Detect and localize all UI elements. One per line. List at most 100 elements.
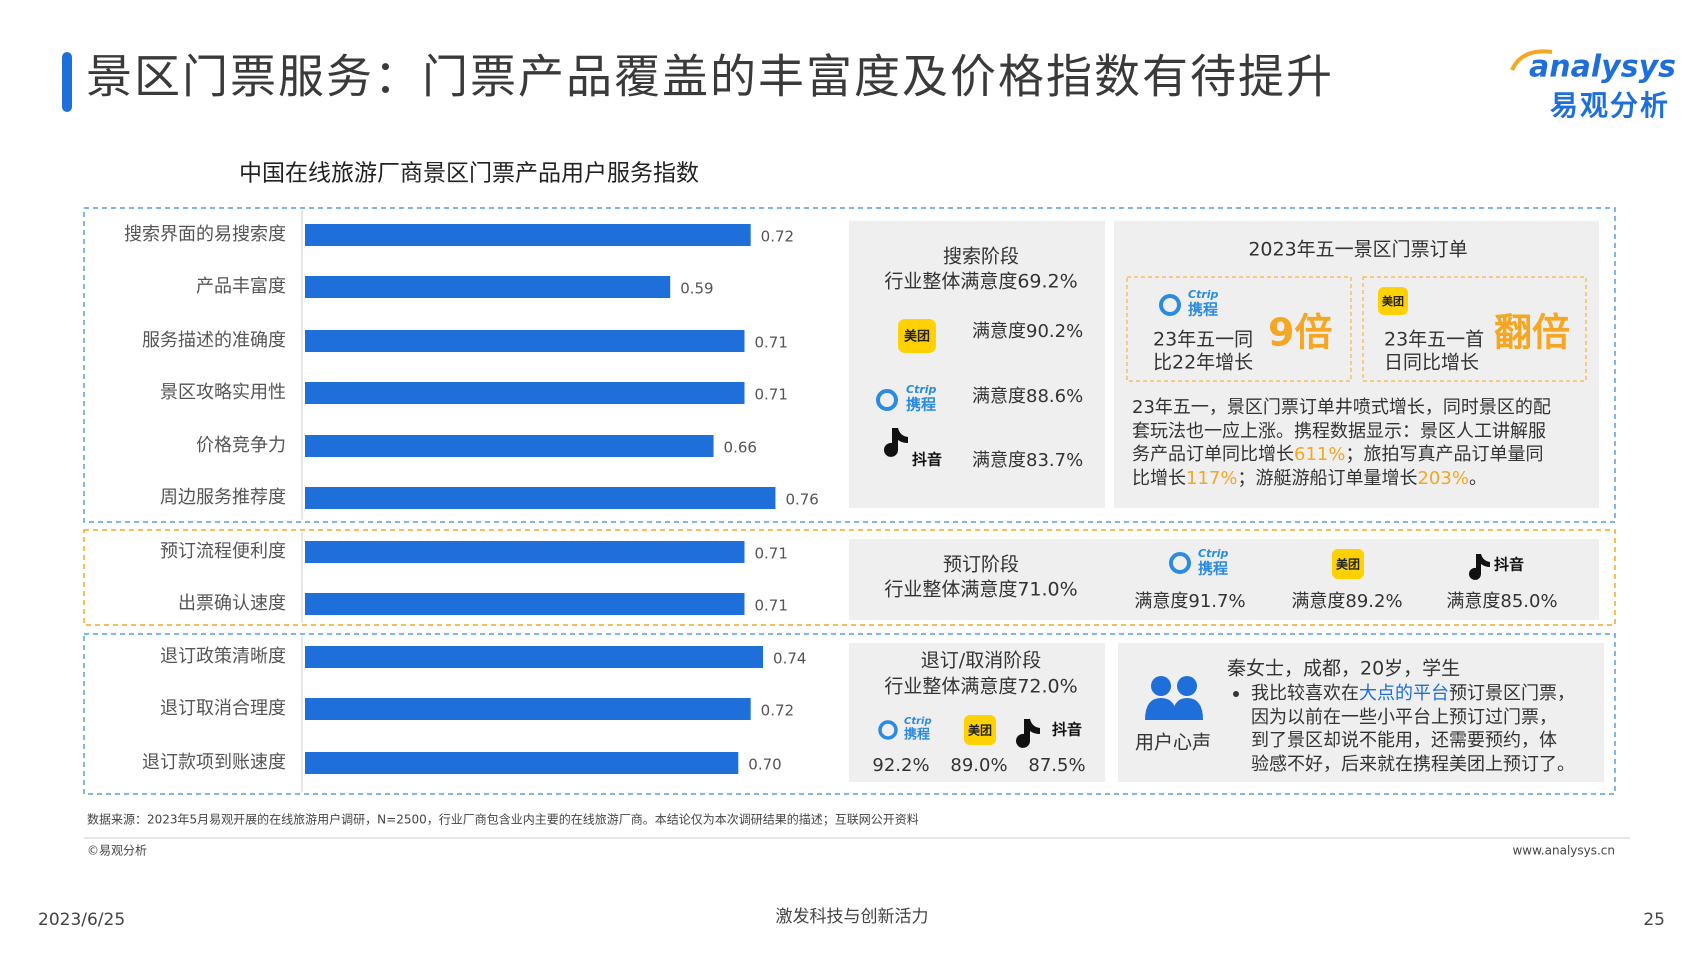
stage-title: 搜索阶段 [943,246,1019,268]
category-label: 价格竞争力 [196,435,286,456]
slide-title: 景区门票服务：门票产品覆盖的丰富度及价格指数有待提升 [86,50,1334,104]
card-text: 日同比增长 [1384,352,1479,374]
card [1126,276,1352,382]
logo-text: 携程 [904,727,930,743]
quote-line: 我比较喜欢在大点的平台预订景区门票， [1251,683,1575,704]
value-label: 0.71 [754,386,787,404]
text-segment: ；游艇游船订单量增长 [1237,468,1417,489]
card-text: 比22年增长 [1153,352,1253,374]
satisfaction: 满意度90.2% [972,321,1083,342]
text-segment: 务产品订单同比增长 [1132,444,1294,465]
satisfaction: 89.0% [950,755,1007,776]
page-number: 25 [1643,910,1665,930]
bar [305,330,745,352]
card-text: 23年五一同 [1153,329,1253,351]
meituan-logo [964,715,996,745]
satisfaction: 满意度88.6% [972,386,1083,407]
panel [849,643,1105,782]
text-segment: 。 [1469,468,1487,489]
category-label: 退订取消合理度 [160,698,286,719]
value-label: 0.71 [754,597,787,615]
category-label: 退订款项到账速度 [142,752,286,773]
value-label: 0.66 [724,439,757,457]
text-segment: 117% [1186,468,1237,489]
logo-text: Ctrip [906,383,937,396]
stage-overall: 行业整体满意度71.0% [884,579,1077,601]
paragraph-line: 比增长117%；游艇游船订单量增长203%。 [1132,468,1487,489]
logo-text: Ctrip [1198,547,1229,560]
section-frame [83,529,1616,626]
logo-text: 美团 [1336,557,1360,572]
douyin-logo [1016,719,1040,748]
quote-line: 验感不好，后来就在携程美团上预订了。 [1251,754,1575,775]
logo-text: 美团 [968,723,992,738]
category-label: 产品丰富度 [196,276,286,297]
logo-text: Ctrip [1188,288,1219,301]
bullet [1233,691,1239,697]
stage-title: 退订/取消阶段 [921,650,1041,672]
logo-text: 美团 [1382,294,1404,308]
value-label: 0.71 [754,545,787,563]
logo-text: 携程 [1188,301,1218,319]
quote-line: 因为以前在一些小平台上预订过门票， [1251,707,1557,728]
meituan-logo [898,319,936,353]
card-highlight: 9倍 [1268,311,1332,355]
text-segment: 大点的平台 [1359,683,1449,704]
paragraph-line: 23年五一，景区门票订单井喷式增长，同时景区的配 [1132,397,1551,418]
logo-cn: 易观分析 [1550,89,1670,122]
quote-line: 到了景区却说不能用，还需要预约，体 [1251,730,1557,751]
section-frame [83,633,1616,795]
value-label: 0.71 [754,334,787,352]
logo-text: 抖音 [1052,721,1082,739]
person: 秦女士，成都，20岁，学生 [1227,658,1460,680]
douyin-logo [884,428,908,457]
category-label: 周边服务推荐度 [160,487,286,508]
bar [305,487,776,509]
text-segment: 因为以前在一些小平台上预订过门票， [1251,707,1557,728]
category-label: 退订政策清晰度 [160,646,286,667]
satisfaction: 92.2% [872,755,929,776]
panel [849,221,1105,508]
card-highlight: 翻倍 [1494,311,1570,355]
stage-title: 预订阶段 [943,554,1019,576]
quote: 我比较喜欢在大点的平台预订景区门票， 因为以前在一些小平台上预订过门票，到了景区却… [1251,683,1575,775]
user-icon [1145,698,1203,720]
logo-swoosh [1510,49,1553,71]
paragraph: 23年五一，景区门票订单井喷式增长，同时景区的配套玩法也一应上涨。携程数据显示：… [1132,397,1551,489]
value-label: 0.72 [761,228,794,246]
date: 2023/6/25 [38,910,125,930]
panel [1114,221,1599,508]
text-segment: 比增长 [1132,468,1186,489]
value-label: 0.72 [761,702,794,720]
satisfaction: 满意度85.0% [1446,591,1557,612]
satisfaction: 满意度91.7% [1134,591,1245,612]
bar [305,752,739,774]
bar [305,646,764,668]
section-frame [83,207,1616,523]
card-text: 23年五一首 [1384,329,1484,351]
ctrip-logo [878,720,898,740]
logo-text: Ctrip [904,716,932,727]
bar [305,435,714,457]
text-segment: ；旅拍写真产品订单量同 [1345,444,1543,465]
category-label: 搜索界面的易搜索度 [124,224,286,245]
text-segment: 预订景区门票， [1449,683,1575,704]
bar [305,382,745,404]
card [1362,276,1587,382]
title-accent [62,52,72,112]
bar [305,276,671,298]
text-segment: 套玩法也一应上涨。携程数据显示：景区人工讲解服 [1132,421,1546,442]
paragraph-line: 套玩法也一应上涨。携程数据显示：景区人工讲解服 [1132,421,1546,442]
ctrip-logo [1169,552,1191,574]
bar [305,224,751,246]
text-segment: 我比较喜欢在 [1251,683,1359,704]
panel-title: 2023年五一景区门票订单 [1248,239,1467,261]
text-segment: 203% [1417,468,1468,489]
bar [305,541,745,563]
logo-en: analysys [1529,50,1676,85]
text-segment: 验感不好，后来就在携程美团上预订了。 [1251,754,1575,775]
douyin-logo [1469,554,1490,580]
logo-text: 美团 [904,329,930,345]
logo-text: 抖音 [1494,556,1524,574]
